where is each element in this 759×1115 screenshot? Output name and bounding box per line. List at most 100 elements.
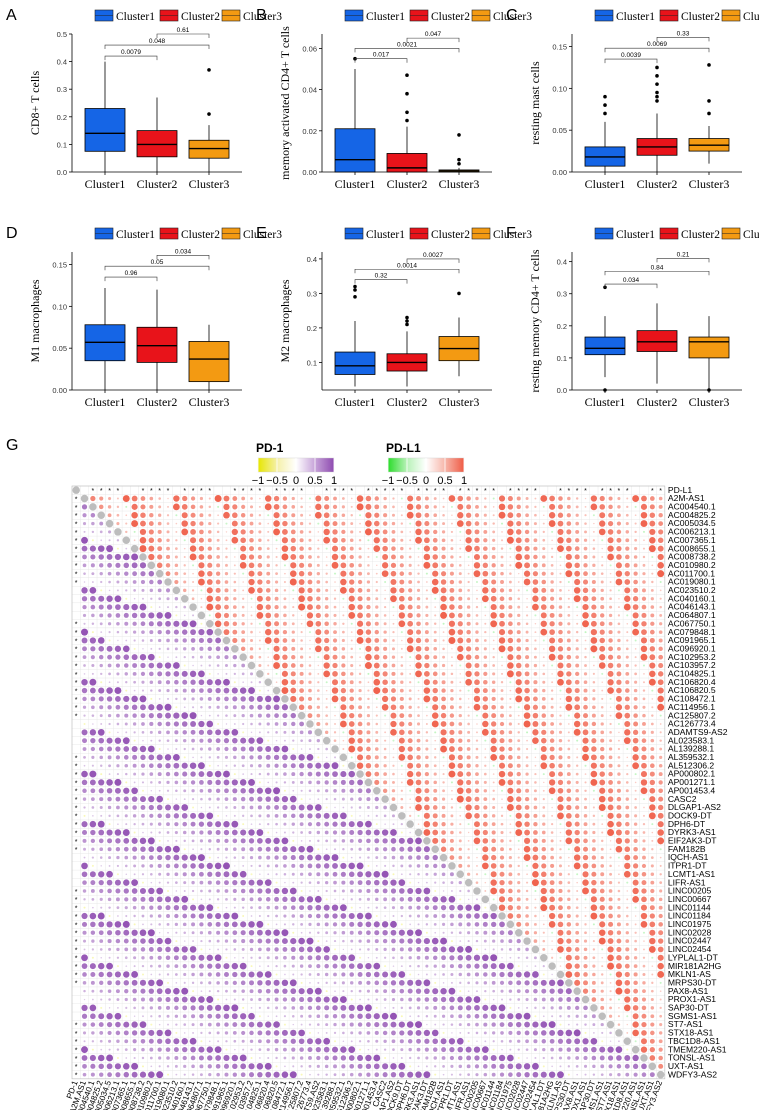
correlation-dot <box>366 747 371 752</box>
correlation-dot <box>141 621 146 626</box>
correlation-dot <box>267 690 269 692</box>
correlation-dot <box>318 531 320 533</box>
outlier-point <box>405 73 409 77</box>
correlation-dot <box>359 656 361 658</box>
correlation-dot <box>374 638 379 643</box>
correlation-dot <box>424 546 430 552</box>
correlation-dot <box>307 612 313 618</box>
correlation-dot <box>351 498 353 500</box>
correlation-dot <box>217 539 220 542</box>
correlation-dot <box>266 755 271 760</box>
correlation-dot <box>391 680 395 684</box>
correlation-dot <box>124 571 128 575</box>
correlation-dot <box>600 621 605 626</box>
correlation-dot <box>509 714 512 717</box>
correlation-dot <box>625 696 630 701</box>
correlation-dot <box>449 754 455 760</box>
panel-letter: E <box>256 225 267 242</box>
correlation-dot <box>565 570 572 577</box>
significance-star: * <box>233 488 236 495</box>
correlation-dot <box>217 706 220 709</box>
correlation-dot <box>175 647 178 650</box>
correlation-dot <box>593 656 595 658</box>
correlation-dot <box>549 621 554 626</box>
significance-star: * <box>559 488 562 495</box>
correlation-dot <box>301 631 303 633</box>
correlation-dot <box>267 523 269 525</box>
correlation-dot <box>465 679 472 686</box>
correlation-dot <box>124 622 128 626</box>
correlation-dot <box>575 546 580 551</box>
correlation-dot <box>635 506 637 508</box>
y-tick-label: 0.10 <box>552 84 567 93</box>
box-cluster3 <box>689 337 729 358</box>
correlation-dot <box>282 704 288 710</box>
correlation-dot <box>433 688 438 693</box>
correlation-dot <box>649 537 656 544</box>
correlation-dot <box>208 514 211 517</box>
correlation-dot <box>140 571 145 576</box>
correlation-dot <box>132 755 137 760</box>
correlation-dot <box>467 747 471 751</box>
correlation-dot <box>326 564 328 566</box>
correlation-dot <box>457 646 463 652</box>
x-tick-label: Cluster3 <box>439 395 480 409</box>
correlation-dot <box>265 629 271 635</box>
correlation-dot <box>566 688 572 694</box>
correlation-dot <box>225 548 227 550</box>
correlation-dot <box>216 555 220 559</box>
correlation-dot <box>342 647 345 650</box>
correlation-dot <box>558 496 563 501</box>
correlation-dot <box>582 738 588 744</box>
correlation-dot <box>174 572 178 576</box>
diagonal-dot <box>281 695 289 703</box>
correlation-dot <box>617 521 621 525</box>
correlation-dot <box>398 620 405 627</box>
correlation-dot <box>217 514 219 516</box>
correlation-dot <box>600 630 605 635</box>
correlation-dot <box>533 563 538 568</box>
correlation-dot <box>326 757 328 759</box>
correlation-dot <box>225 714 228 717</box>
correlation-dot <box>459 580 462 583</box>
correlation-dot <box>659 622 662 625</box>
significance-star: * <box>259 488 262 495</box>
correlation-dot <box>416 621 421 626</box>
correlation-dot <box>507 646 513 652</box>
correlation-dot <box>125 598 127 600</box>
correlation-dot <box>549 646 555 652</box>
correlation-dot <box>200 497 203 500</box>
correlation-dot <box>625 705 630 710</box>
correlation-dot <box>533 547 537 551</box>
correlation-dot <box>442 506 444 508</box>
correlation-dot <box>257 696 263 702</box>
correlation-dot <box>567 614 570 617</box>
correlation-dot <box>192 757 194 759</box>
correlation-dot <box>318 665 319 666</box>
correlation-dot <box>633 746 639 752</box>
correlation-dot <box>575 530 579 534</box>
correlation-dot <box>349 713 354 718</box>
correlation-dot <box>643 539 645 541</box>
correlation-dot <box>100 631 102 633</box>
correlation-dot <box>635 648 637 650</box>
pvalue-label: 0.96 <box>125 270 138 277</box>
correlation-dot <box>249 746 254 751</box>
correlation-dot <box>650 747 654 751</box>
correlation-dot <box>533 713 539 719</box>
correlation-dot <box>300 672 304 676</box>
correlation-dot <box>576 623 578 625</box>
correlation-dot <box>649 662 655 668</box>
correlation-dot <box>232 696 237 701</box>
correlation-dot <box>233 664 236 667</box>
correlation-dot <box>349 729 355 735</box>
correlation-dot <box>518 589 520 591</box>
correlation-dot <box>616 680 621 685</box>
correlation-dot <box>400 563 404 567</box>
correlation-dot <box>651 573 653 575</box>
correlation-dot <box>382 696 388 702</box>
correlation-dot <box>466 513 471 518</box>
pvalue-bracket <box>657 258 709 262</box>
correlation-dot <box>635 656 637 658</box>
correlation-dot <box>657 696 664 703</box>
